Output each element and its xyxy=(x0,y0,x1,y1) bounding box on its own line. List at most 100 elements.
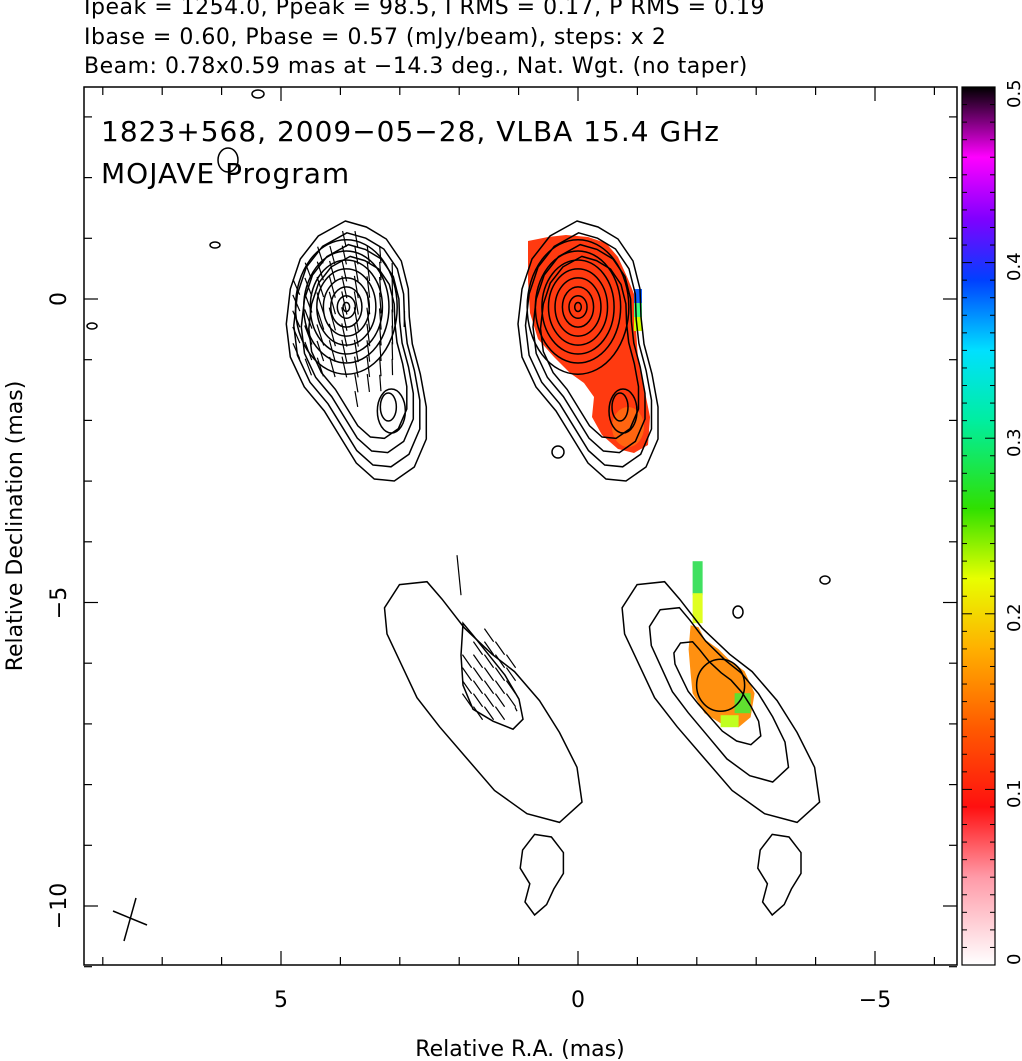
polarization-vector xyxy=(505,693,517,708)
polarization-vector xyxy=(461,654,473,669)
core-contour-outer xyxy=(524,231,653,468)
colorbar-label-0.1: 0.1 xyxy=(1004,779,1022,808)
polarization-vector xyxy=(505,680,517,695)
polarization-vector xyxy=(366,276,371,298)
polarization-vector xyxy=(292,326,301,344)
polarization-vector xyxy=(304,293,313,313)
polarization-vector xyxy=(494,641,506,656)
core-contour-inner xyxy=(534,250,622,364)
noise-contour xyxy=(551,445,565,459)
polarization-vector xyxy=(366,323,371,347)
colorbar-label-0.5: 0.5 xyxy=(1004,79,1022,108)
plot-frame xyxy=(83,86,958,966)
polarization-vector xyxy=(514,706,518,712)
core-contour-inner xyxy=(568,295,588,319)
core-contour-inner xyxy=(554,277,602,337)
polarization-vector xyxy=(316,357,324,377)
polarization-vector xyxy=(505,667,517,682)
polarization-vector xyxy=(379,374,382,392)
polarization-vector xyxy=(329,260,336,282)
polarization-vector xyxy=(328,291,336,315)
jet-contour-outer xyxy=(621,580,821,824)
polarization-vector xyxy=(494,706,506,721)
jet-knot-contour-inner xyxy=(611,392,629,422)
core-contour-inner xyxy=(302,250,390,364)
jet-contour-mid-2 xyxy=(673,641,762,746)
polarization-vector xyxy=(354,390,359,408)
polarization-vector xyxy=(304,262,313,280)
polarization-vector xyxy=(353,275,359,299)
polarization-vector xyxy=(494,667,506,682)
colorbar-ticks xyxy=(962,86,995,966)
polarization-vector xyxy=(461,667,473,682)
polarization-vector xyxy=(341,245,347,265)
core-contour-inner xyxy=(336,295,357,319)
polarization-vector xyxy=(329,356,336,378)
polarization-vector xyxy=(328,340,336,362)
plot-title-line-1: 1823+568, 2009−05−28, VLBA 15.4 GHz xyxy=(101,115,720,148)
polarization-vector xyxy=(292,294,301,312)
jet-contour-outer xyxy=(383,580,583,824)
jet-knot-contour xyxy=(376,388,407,434)
polarization-vector xyxy=(366,260,371,282)
polarization-vector xyxy=(379,246,382,264)
polarization-vector xyxy=(472,667,484,682)
noise-contour xyxy=(819,575,831,585)
polarization-vector xyxy=(353,356,359,378)
polarization-vector xyxy=(328,323,336,347)
noise-contours xyxy=(86,89,831,619)
polarization-vector xyxy=(329,245,336,265)
polarization-vector xyxy=(379,340,382,362)
polarization-vector xyxy=(341,339,348,363)
polarization-vector xyxy=(304,358,313,376)
axis-ticks xyxy=(84,87,957,968)
jet-knot-contour xyxy=(608,388,638,434)
core-contour-outer xyxy=(532,243,646,454)
polarization-vector xyxy=(316,292,325,314)
header-line-2: Ibase = 0.60, Pbase = 0.57 (mJy/beam), s… xyxy=(84,25,667,50)
noise-contour xyxy=(217,147,239,173)
polarization-vector xyxy=(328,276,336,298)
jet-edge-yellow-2 xyxy=(720,715,739,728)
polarization-vector xyxy=(483,706,495,721)
polarization-vector xyxy=(494,680,506,695)
polarization-vector xyxy=(494,693,506,708)
noise-contour xyxy=(732,605,744,619)
polarization-vector xyxy=(341,260,348,282)
polarization-vector xyxy=(483,628,495,643)
polarization-vector xyxy=(494,654,506,669)
core-fractional-pol-fill xyxy=(528,235,650,453)
polarization-vector xyxy=(304,277,313,297)
core-contour-outer xyxy=(293,231,421,468)
polarization-vector xyxy=(292,310,301,328)
x-tick-label-0: 0 xyxy=(571,988,585,1013)
core-contour-outer xyxy=(300,243,415,454)
polarization-vector xyxy=(366,374,371,392)
polarization-vector xyxy=(304,325,313,345)
polarization-vector xyxy=(341,323,348,347)
polarization-vector xyxy=(341,307,348,331)
polarization-vector xyxy=(461,680,473,695)
jet-edge-yellow xyxy=(692,593,703,624)
colorbar-label-0.2: 0.2 xyxy=(1004,603,1022,632)
y-tick-label-0: 0 xyxy=(47,292,72,306)
polarization-vector xyxy=(353,339,359,363)
core-contour-outer xyxy=(539,255,640,440)
polarization-vector xyxy=(328,307,337,331)
header-line-1: Ipeak = 1254.0, Ppeak = 98.5, I RMS = 0.… xyxy=(84,0,765,20)
polarization-vector xyxy=(341,291,348,315)
polarization-vector xyxy=(316,324,325,346)
core-contour-outer xyxy=(285,220,428,482)
fractional-polarization-fill xyxy=(528,235,755,728)
y-axis-label: Relative Declination (mas) xyxy=(3,381,28,672)
polarization-vector xyxy=(472,641,484,656)
polarization-vector xyxy=(354,230,359,248)
polarization-vector xyxy=(316,276,325,298)
polarization-vector xyxy=(483,680,495,695)
polarization-vector xyxy=(354,373,359,393)
polarization-vector xyxy=(379,357,382,377)
jet-contour-inner xyxy=(460,621,524,731)
polarization-vector xyxy=(317,246,324,264)
polarization-vector xyxy=(472,693,484,708)
